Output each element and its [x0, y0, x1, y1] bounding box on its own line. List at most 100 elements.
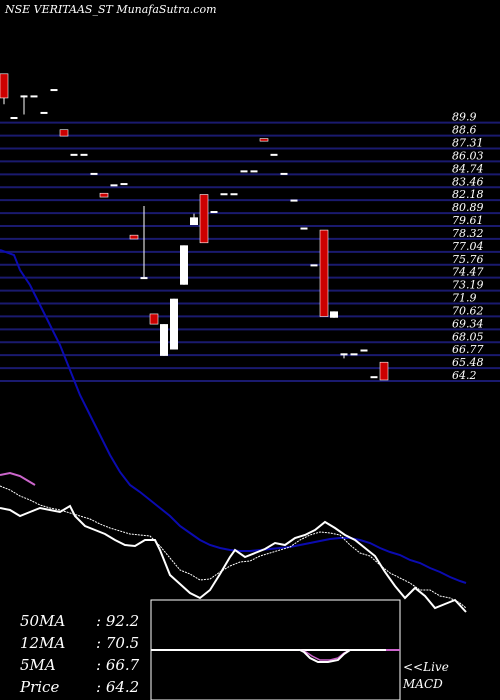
y-tick-label: 89.9: [452, 111, 477, 124]
y-tick-label: 68.05: [452, 330, 484, 343]
candle: [280, 172, 288, 175]
candle: [129, 234, 139, 240]
y-axis-ticks: 89.988.687.3186.0384.7483.4682.1880.8979…: [452, 111, 484, 382]
candle-body: [270, 153, 278, 156]
y-tick-label: 87.31: [452, 137, 484, 150]
stat-12ma-label: 12MA: [20, 634, 66, 652]
candle: [199, 194, 209, 244]
y-tick-label: 75.76: [452, 253, 484, 266]
candle: [310, 264, 318, 267]
candle-body: [70, 153, 78, 156]
candle-body: [220, 193, 228, 196]
stat-5ma-value: : 66.7: [96, 656, 140, 674]
candle: [99, 192, 109, 198]
candle-body: [210, 211, 218, 214]
y-tick-label: 88.6: [452, 124, 477, 137]
y-tick-label: 69.34: [452, 317, 484, 330]
candle: [250, 170, 258, 173]
stat-50ma-value: : 92.2: [96, 612, 140, 630]
candle: [180, 245, 188, 285]
candle: [350, 353, 358, 356]
ma-mid-line: [0, 485, 467, 609]
y-tick-label: 86.03: [452, 149, 484, 162]
candle-body: [199, 194, 209, 244]
candle-body: [240, 170, 248, 173]
y-tick-label: 83.46: [452, 175, 484, 188]
candle: [140, 205, 148, 280]
candle-body: [59, 129, 69, 137]
y-tick-label: 65.48: [452, 356, 484, 369]
candle: [10, 117, 18, 120]
candle: [190, 213, 198, 225]
candle: [360, 349, 368, 352]
stat-50ma: 50MA : 92.2: [20, 612, 139, 630]
macd-title-label: MACD: [403, 677, 443, 691]
candle: [149, 313, 159, 325]
candle: [160, 324, 168, 356]
y-tick-label: 73.19: [452, 279, 484, 292]
y-tick-label: 71.9: [452, 292, 477, 305]
candle-body: [80, 153, 88, 156]
candle-body: [129, 234, 139, 240]
candle: [59, 129, 69, 137]
candle-body: [350, 353, 358, 356]
candle-body: [370, 376, 378, 379]
stat-price-value: : 64.2: [96, 678, 140, 696]
macd-live-label: <<Live: [403, 660, 449, 674]
candle: [240, 170, 248, 173]
candle-body: [250, 170, 258, 173]
stat-12ma-value: : 70.5: [96, 634, 140, 652]
candle-body: [180, 245, 188, 285]
y-tick-label: 77.04: [452, 240, 484, 253]
y-tick-label: 66.77: [452, 343, 484, 356]
y-tick-label: 70.62: [452, 304, 484, 317]
candle-body: [120, 183, 128, 186]
candle-body: [170, 298, 178, 350]
candle: [330, 311, 338, 318]
candle-body: [20, 95, 28, 98]
indicator-lines: [0, 249, 467, 613]
candle-body: [360, 349, 368, 352]
candle: [170, 298, 178, 350]
candle-body: [149, 313, 159, 325]
ma-short-line: [0, 471, 36, 486]
candle: [319, 229, 329, 317]
candle-body: [140, 277, 148, 280]
candle: [259, 138, 269, 142]
macd-panel: [150, 599, 401, 700]
candle-body: [160, 324, 168, 356]
candle: [90, 172, 98, 175]
stat-price: Price : 64.2: [20, 678, 139, 696]
candle-body: [110, 184, 118, 187]
y-tick-label: 82.18: [452, 188, 484, 201]
candle-body: [300, 227, 308, 230]
price-line: [0, 504, 467, 613]
candle-body: [40, 111, 48, 114]
y-tick-label: 84.74: [452, 162, 484, 175]
candle-body: [310, 264, 318, 267]
candle-body: [50, 89, 58, 92]
candle: [270, 153, 278, 156]
candle-body: [290, 199, 298, 202]
stat-12ma: 12MA : 70.5: [20, 634, 139, 652]
stat-5ma: 5MA : 66.7: [20, 656, 139, 674]
y-tick-label: 64.2: [452, 369, 477, 382]
candle: [370, 376, 378, 379]
candle: [120, 183, 128, 186]
candle: [340, 353, 348, 359]
candle: [80, 153, 88, 156]
candle: [220, 193, 228, 196]
candle-body: [90, 172, 98, 175]
grid-lines: [0, 121, 500, 382]
candle-body: [0, 73, 9, 99]
candle: [110, 184, 118, 187]
candle: [40, 111, 48, 114]
y-tick-label: 74.47: [452, 266, 484, 279]
candle: [300, 227, 308, 230]
candle-body: [30, 95, 38, 98]
candle: [20, 95, 28, 115]
candle-body: [190, 217, 198, 225]
candle-body: [330, 311, 338, 318]
